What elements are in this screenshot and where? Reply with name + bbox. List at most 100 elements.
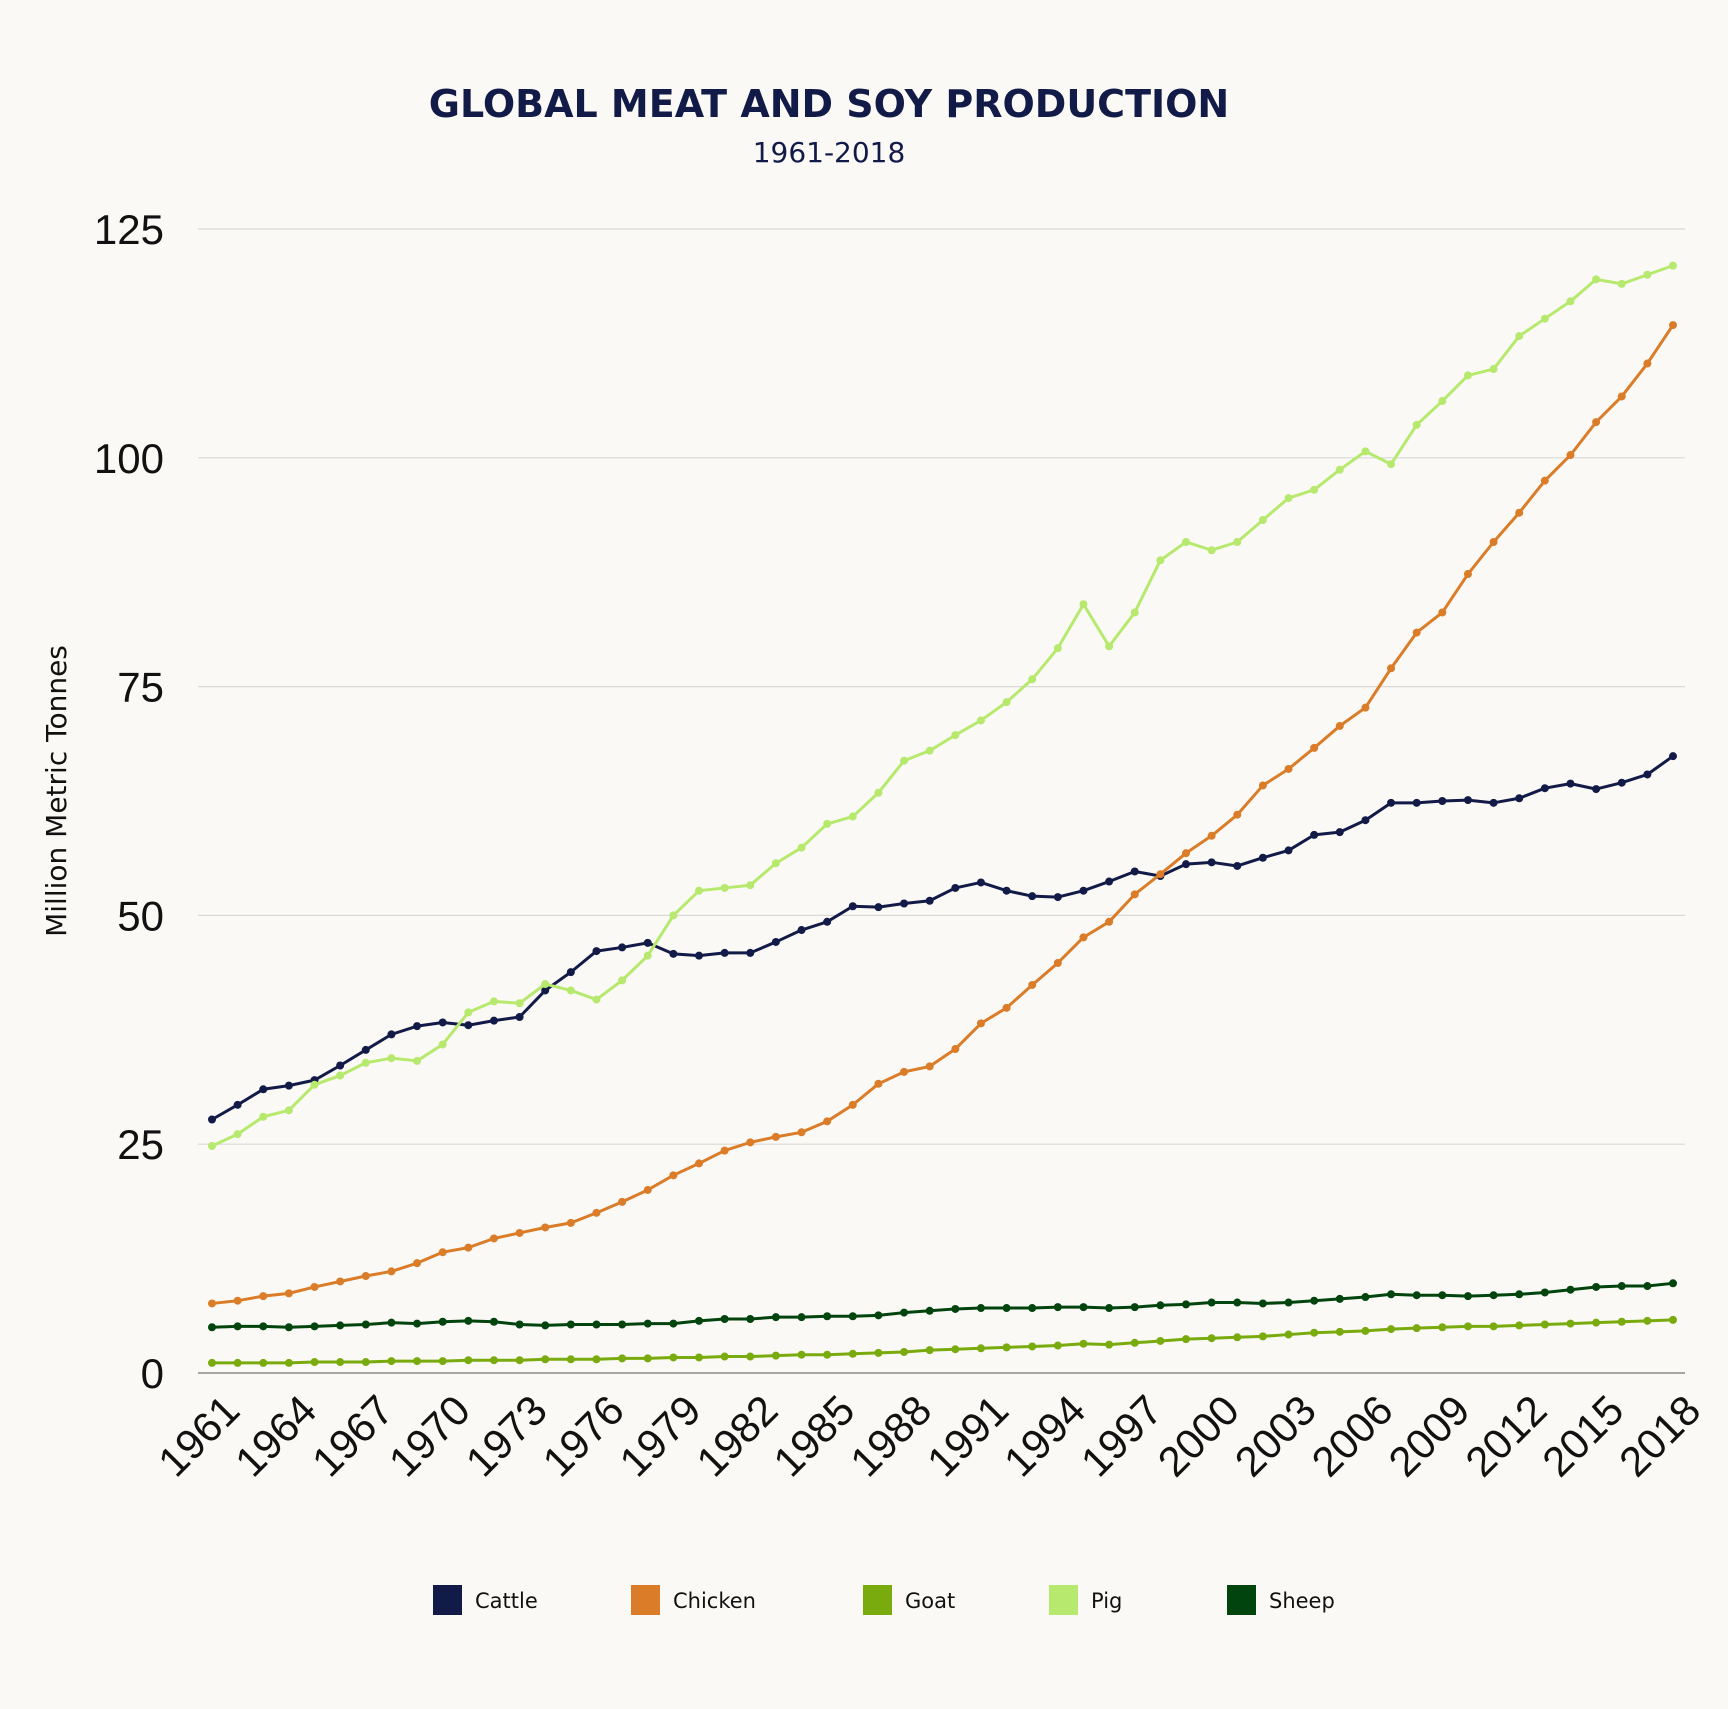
data-point-pig: [259, 1112, 268, 1121]
data-point-sheep: [1258, 1299, 1267, 1308]
data-point-sheep: [1028, 1304, 1037, 1313]
legend-label: Sheep: [1269, 1589, 1335, 1613]
data-point-chicken: [1258, 781, 1267, 790]
data-point-pig: [592, 995, 601, 1004]
data-point-sheep: [233, 1322, 242, 1331]
data-point-chicken: [669, 1171, 678, 1180]
data-point-pig: [925, 746, 934, 755]
data-point-sheep: [1284, 1298, 1293, 1307]
data-point-cattle: [1617, 778, 1626, 787]
data-point-sheep: [848, 1312, 857, 1321]
data-point-sheep: [592, 1320, 601, 1329]
data-point-goat: [208, 1358, 216, 1367]
data-point-chicken: [746, 1138, 755, 1147]
data-point-cattle: [1105, 877, 1114, 886]
data-point-goat: [310, 1358, 319, 1367]
data-point-cattle: [413, 1022, 422, 1031]
x-tick-label: 1979: [610, 1386, 709, 1485]
data-point-cattle: [1592, 785, 1601, 794]
data-point-pig: [618, 976, 627, 985]
data-point-pig: [1592, 275, 1601, 284]
data-point-goat: [1233, 1333, 1242, 1342]
data-point-goat: [1489, 1322, 1498, 1331]
x-tick-label: 2000: [1149, 1386, 1248, 1485]
data-point-pig: [1156, 556, 1165, 565]
data-point-chicken: [1669, 321, 1677, 330]
data-point-cattle: [1515, 794, 1524, 803]
data-point-cattle: [925, 896, 934, 905]
series-sheep: [208, 1279, 1677, 1332]
data-point-goat: [361, 1358, 370, 1367]
data-point-chicken: [387, 1267, 396, 1276]
data-point-sheep: [771, 1313, 780, 1322]
data-point-cattle: [387, 1030, 396, 1039]
data-point-goat: [669, 1353, 678, 1362]
data-point-pig: [208, 1142, 216, 1151]
data-point-sheep: [874, 1311, 883, 1320]
data-point-cattle: [746, 948, 755, 957]
data-point-goat: [643, 1354, 652, 1363]
data-point-sheep: [1207, 1298, 1216, 1307]
data-point-goat: [1130, 1338, 1139, 1347]
data-point-cattle: [1463, 796, 1472, 805]
data-point-pig: [951, 731, 960, 740]
data-point-cattle: [1310, 830, 1319, 839]
data-point-sheep: [1643, 1282, 1652, 1291]
data-point-sheep: [361, 1320, 370, 1329]
data-point-chicken: [259, 1292, 268, 1301]
data-point-cattle: [336, 1061, 345, 1070]
data-point-sheep: [1335, 1294, 1344, 1303]
data-point-cattle: [259, 1085, 268, 1094]
data-point-sheep: [823, 1312, 832, 1321]
data-point-chicken: [310, 1282, 319, 1291]
data-point-cattle: [1335, 828, 1344, 837]
data-point-sheep: [438, 1317, 447, 1326]
data-point-goat: [259, 1358, 268, 1367]
data-point-pig: [669, 911, 678, 920]
data-point-sheep: [1310, 1296, 1319, 1305]
x-tick-label: 1976: [534, 1386, 633, 1485]
data-point-chicken: [1566, 451, 1575, 460]
data-point-goat: [413, 1357, 422, 1366]
data-point-sheep: [284, 1323, 293, 1332]
data-point-sheep: [1412, 1291, 1421, 1300]
series-lines: [208, 261, 1677, 1367]
data-point-chicken: [566, 1218, 575, 1227]
x-tick-label: 1994: [995, 1386, 1094, 1485]
x-tick-label: 1967: [303, 1386, 402, 1485]
legend-swatch: [863, 1585, 892, 1615]
legend: Cattle Chicken Goat Pig Sheep: [433, 1585, 1335, 1615]
x-tick-label: 2003: [1226, 1386, 1325, 1485]
data-point-sheep: [720, 1315, 729, 1323]
data-point-pig: [438, 1040, 447, 1049]
data-point-cattle: [1361, 816, 1370, 825]
x-tick-label: 1982: [687, 1386, 786, 1485]
data-point-cattle: [951, 883, 960, 892]
data-point-sheep: [1617, 1282, 1626, 1291]
data-point-cattle: [1489, 798, 1498, 807]
data-point-pig: [1412, 420, 1421, 429]
x-tick-label: 2012: [1456, 1386, 1555, 1485]
data-point-pig: [1438, 397, 1447, 406]
data-point-sheep: [1002, 1304, 1011, 1313]
data-point-chicken: [1361, 703, 1370, 712]
data-point-pig: [1643, 270, 1652, 279]
data-point-pig: [489, 997, 498, 1006]
y-axis-ticks: 0 25 50 75 100 125: [94, 206, 164, 1397]
data-point-chicken: [1310, 743, 1319, 752]
x-tick-label: 1985: [764, 1386, 863, 1485]
data-point-sheep: [1438, 1291, 1447, 1300]
data-point-cattle: [1412, 798, 1421, 807]
data-point-goat: [1361, 1326, 1370, 1335]
data-point-chicken: [1335, 721, 1344, 730]
data-point-cattle: [541, 986, 550, 995]
data-point-pig: [515, 999, 524, 1008]
data-point-sheep: [695, 1316, 703, 1325]
data-point-sheep: [259, 1322, 268, 1331]
data-point-sheep: [208, 1323, 216, 1332]
data-point-pig: [233, 1130, 242, 1139]
data-point-pig: [695, 886, 703, 895]
data-point-chicken: [1387, 664, 1396, 673]
data-point-cattle: [208, 1115, 216, 1124]
data-point-pig: [1361, 447, 1370, 456]
